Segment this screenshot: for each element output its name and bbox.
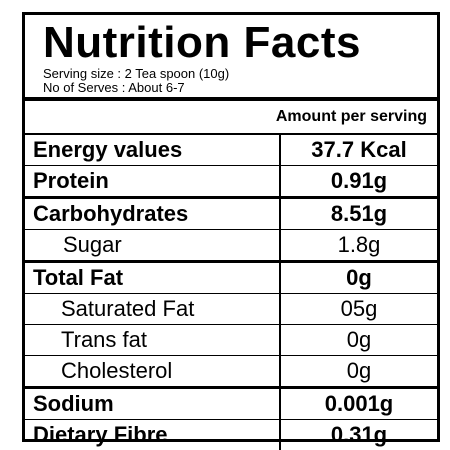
serves: No of Serves : About 6-7 — [43, 80, 185, 95]
row: Protein 0.91g — [25, 165, 437, 199]
amount: 1.8g — [279, 229, 437, 263]
column-header: Amount per serving — [25, 101, 437, 135]
amount: 0.001g — [279, 387, 437, 420]
amount: 0.91g — [279, 165, 437, 199]
nutrient: Sugar — [25, 229, 280, 263]
nutrient: Saturated Fat — [25, 293, 280, 325]
header: Nutrition Facts Serving size : 2 Tea spo… — [25, 15, 437, 101]
row: Sodium 0.001g — [25, 387, 437, 420]
amount: 0g — [279, 324, 437, 356]
nutrient: Cholesterol — [25, 355, 280, 389]
row: Sugar 1.8g — [25, 229, 437, 263]
nutrient: Trans fat — [25, 324, 280, 356]
column-header-row: Amount per serving — [25, 101, 437, 135]
row: Cholesterol 0g — [25, 355, 437, 389]
nutrition-label: Nutrition Facts Serving size : 2 Tea spo… — [22, 12, 440, 450]
nutrient: Energy values — [25, 134, 280, 166]
amount: 0g — [279, 355, 437, 389]
nutrient: Total Fat — [25, 261, 280, 294]
amount: 8.51g — [279, 197, 437, 230]
nutrition-table: Amount per serving Energy values 37.7 Kca… — [25, 101, 437, 450]
title: Nutrition Facts — [43, 18, 361, 67]
nutrient: Dietary Fibre — [33, 422, 168, 447]
amount: 37.7 Kcal — [279, 134, 437, 166]
nutrient: Protein — [25, 165, 280, 199]
row: Total Fat 0g — [25, 261, 437, 294]
row: Dietary Fibre 0.31g — [25, 419, 437, 450]
nutrient: Sodium — [25, 387, 280, 420]
row: Saturated Fat 05g — [25, 293, 437, 325]
row: Carbohydrates 8.51g — [25, 197, 437, 230]
amount: 0g — [279, 261, 437, 294]
amount: 0.31g — [279, 419, 437, 450]
row: Trans fat 0g — [25, 324, 437, 356]
serving-size: Serving size : 2 Tea spoon (10g) — [43, 66, 230, 81]
row: Energy values 37.7 Kcal — [25, 134, 437, 166]
nutrient: Carbohydrates — [25, 197, 280, 230]
amount: 05g — [279, 293, 437, 325]
